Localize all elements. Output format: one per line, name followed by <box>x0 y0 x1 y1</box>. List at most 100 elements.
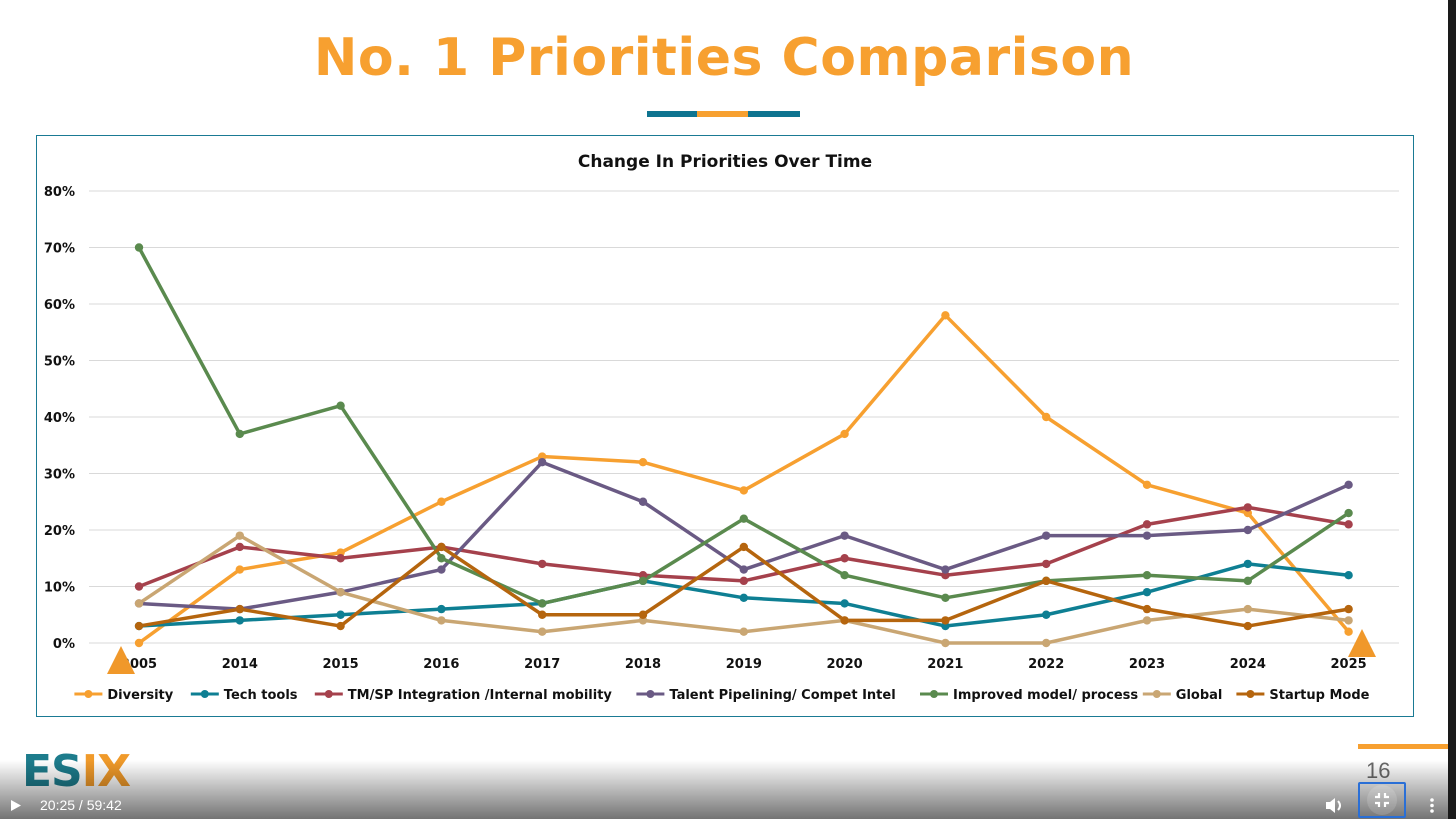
data-point <box>437 497 446 506</box>
data-point <box>538 610 547 619</box>
triangle-marker-right <box>1348 629 1376 657</box>
x-tick-label: 2025 <box>1331 657 1367 672</box>
time-display: 20:25 / 59:42 <box>40 792 122 819</box>
data-point <box>134 621 144 631</box>
data-point <box>1142 616 1152 625</box>
y-tick-label: 0% <box>53 637 75 652</box>
x-tick-label: 2014 <box>222 657 258 672</box>
x-tick-label: 2021 <box>927 657 963 672</box>
volume-button[interactable] <box>1324 792 1344 828</box>
data-point <box>739 627 748 636</box>
underline-orange <box>697 111 748 117</box>
data-point <box>941 638 950 648</box>
data-point <box>840 531 849 540</box>
data-point <box>1243 503 1253 512</box>
data-point <box>739 576 748 586</box>
data-point <box>739 486 748 495</box>
series-line <box>137 533 1351 645</box>
legend-swatch-marker <box>930 690 938 698</box>
data-point <box>336 587 345 597</box>
legend-swatch-marker <box>324 690 333 698</box>
legend-label: TM/SP Integration /Internal mobility <box>348 688 613 703</box>
current-time: 20:25 <box>40 797 76 813</box>
exit-fullscreen-button[interactable] <box>1358 782 1406 818</box>
data-point <box>1243 576 1253 586</box>
data-point <box>638 610 648 619</box>
data-point <box>336 554 345 563</box>
data-point <box>638 458 648 467</box>
data-point <box>739 514 748 523</box>
data-point <box>941 593 950 602</box>
data-point <box>1142 587 1152 597</box>
line-chart: Change In Priorities Over Time 0% 10% 20% 30… <box>44 152 1399 703</box>
data-point <box>638 576 648 586</box>
data-point <box>1042 576 1051 586</box>
data-point <box>1344 508 1353 518</box>
data-point <box>134 582 144 591</box>
data-point <box>739 593 748 602</box>
exit-fullscreen-icon <box>1367 785 1397 815</box>
play-button[interactable] <box>10 792 22 828</box>
data-point <box>1344 616 1353 625</box>
legend-swatch-marker <box>200 690 209 698</box>
page-number-line <box>1358 744 1448 749</box>
data-point <box>336 621 345 631</box>
data-point <box>1142 604 1152 614</box>
data-point <box>1243 604 1253 614</box>
video-controls: 20:25 / 59:42 <box>0 782 1456 819</box>
legend-swatch-marker <box>84 690 93 698</box>
legend-label: Startup Mode <box>1269 688 1369 703</box>
x-tick-label: 2016 <box>423 657 459 672</box>
y-tick-label: 20% <box>44 524 75 539</box>
duration: 59:42 <box>86 797 122 813</box>
data-point <box>941 616 950 625</box>
player-gradient <box>0 760 1456 819</box>
x-tick-label: 2017 <box>524 657 560 672</box>
data-point <box>1042 412 1051 422</box>
slide-title: No. 1 Priorities Comparison <box>313 28 1135 88</box>
data-point <box>840 616 849 625</box>
x-tick-label: 2015 <box>323 657 359 672</box>
legend-label: Global <box>1176 688 1223 703</box>
play-icon <box>11 800 21 811</box>
more-options-button[interactable] <box>1426 792 1438 828</box>
chart-frame: Change In Priorities Over Time 0% 10% 20% 30… <box>36 135 1414 717</box>
data-point <box>1344 480 1353 489</box>
data-point <box>336 610 345 619</box>
data-point <box>538 458 547 467</box>
data-point <box>437 542 446 552</box>
data-point <box>1042 531 1051 540</box>
time-separator: / <box>75 797 87 813</box>
y-tick-label: 50% <box>44 355 75 370</box>
data-point <box>437 565 446 574</box>
data-point <box>1344 520 1353 529</box>
data-point <box>1142 531 1152 540</box>
data-point <box>840 599 849 608</box>
triangle-marker-left <box>107 646 135 674</box>
legend-label: Improved model/ process <box>953 688 1138 703</box>
data-point <box>840 554 849 563</box>
data-point <box>1344 571 1353 580</box>
x-tick-label: 2024 <box>1230 657 1266 672</box>
x-tick-label: 2020 <box>827 657 863 672</box>
data-point <box>538 559 547 569</box>
data-point <box>840 429 849 439</box>
data-point <box>235 616 244 625</box>
x-tick-label: 2023 <box>1129 657 1165 672</box>
underline-teal-right <box>748 111 800 117</box>
data-point <box>1344 604 1353 614</box>
y-tick-label: 10% <box>44 581 75 596</box>
data-point <box>1243 525 1253 535</box>
data-point <box>1042 610 1051 619</box>
legend-label: Diversity <box>107 688 173 703</box>
y-tick-label: 70% <box>44 242 75 257</box>
x-tick-label: 2019 <box>726 657 762 672</box>
data-point <box>1243 559 1253 569</box>
y-tick-label: 60% <box>44 298 75 313</box>
data-point <box>134 638 144 648</box>
data-point <box>134 599 144 608</box>
data-point <box>336 401 345 410</box>
data-point <box>739 542 748 552</box>
y-tick-label: 80% <box>44 185 75 200</box>
data-point <box>437 554 446 563</box>
